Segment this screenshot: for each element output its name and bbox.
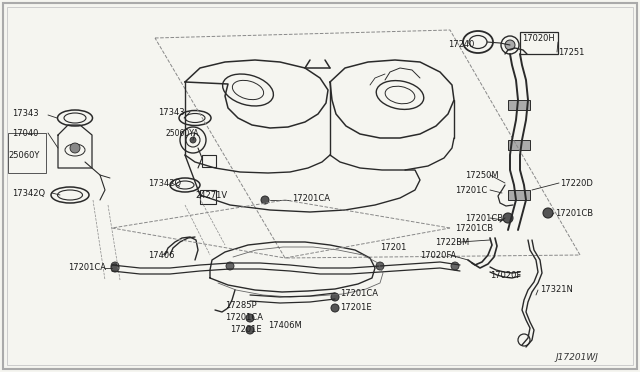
Text: 1722BM: 1722BM xyxy=(435,237,469,247)
Text: 17220D: 17220D xyxy=(560,179,593,187)
Bar xyxy=(508,140,530,150)
Text: 17040: 17040 xyxy=(12,128,38,138)
Text: 17201CA: 17201CA xyxy=(68,263,106,273)
Circle shape xyxy=(70,143,80,153)
Circle shape xyxy=(190,137,196,143)
Circle shape xyxy=(505,40,515,50)
Text: 17201: 17201 xyxy=(380,244,406,253)
Text: 24271V: 24271V xyxy=(195,190,227,199)
Text: 17020FA: 17020FA xyxy=(420,250,456,260)
Circle shape xyxy=(226,262,234,270)
Text: 17342Q: 17342Q xyxy=(148,179,181,187)
Text: 17020F: 17020F xyxy=(490,270,521,279)
Text: 17285P: 17285P xyxy=(225,301,257,310)
Text: 17020H: 17020H xyxy=(522,33,555,42)
Text: 17343: 17343 xyxy=(158,108,184,116)
Circle shape xyxy=(111,264,119,272)
Bar xyxy=(508,100,530,110)
Circle shape xyxy=(331,293,339,301)
Circle shape xyxy=(451,262,459,270)
Text: 17201CA: 17201CA xyxy=(292,193,330,202)
Bar xyxy=(8,133,46,173)
Text: 17321N: 17321N xyxy=(540,285,573,295)
Circle shape xyxy=(246,314,254,322)
Circle shape xyxy=(246,326,254,334)
Text: 17240: 17240 xyxy=(448,39,474,48)
Text: 17250M: 17250M xyxy=(465,170,499,180)
Text: 17201CB: 17201CB xyxy=(465,214,503,222)
Text: 17201CB: 17201CB xyxy=(455,224,493,232)
Text: 17201CA: 17201CA xyxy=(340,289,378,298)
Circle shape xyxy=(503,213,513,223)
Bar xyxy=(508,190,530,200)
Circle shape xyxy=(331,304,339,312)
Circle shape xyxy=(261,196,269,204)
Text: 17201C: 17201C xyxy=(455,186,487,195)
Text: 17343: 17343 xyxy=(12,109,38,118)
Text: J17201WJ: J17201WJ xyxy=(555,353,598,362)
Circle shape xyxy=(111,262,119,270)
Text: 17201CA: 17201CA xyxy=(225,314,263,323)
Text: 17201E: 17201E xyxy=(340,304,372,312)
Text: 17406: 17406 xyxy=(148,250,175,260)
Text: 17201E: 17201E xyxy=(230,326,262,334)
Bar xyxy=(200,190,216,204)
Text: 17251: 17251 xyxy=(558,48,584,57)
Text: 17342Q: 17342Q xyxy=(12,189,45,198)
Text: 17406M: 17406M xyxy=(268,321,301,330)
Bar xyxy=(520,32,558,54)
Text: 17201CB: 17201CB xyxy=(555,208,593,218)
Text: 25060YA: 25060YA xyxy=(165,128,198,138)
Bar xyxy=(202,155,216,167)
Circle shape xyxy=(376,262,384,270)
Circle shape xyxy=(543,208,553,218)
Text: 25060Y: 25060Y xyxy=(8,151,40,160)
